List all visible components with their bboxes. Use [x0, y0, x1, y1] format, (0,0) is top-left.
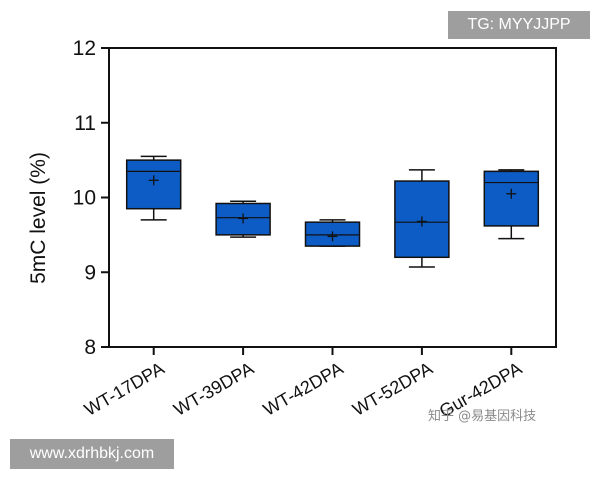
x-tick-label: WT-52DPA [349, 358, 436, 420]
x-tick-label: WT-17DPA [81, 358, 168, 420]
watermark-zhihu: 知乎 @易基因科技 [428, 409, 537, 424]
watermark-top-right: TG: MYYJJPP [448, 11, 590, 39]
y-tick-label: 9 [84, 261, 96, 284]
y-tick-label: 12 [73, 37, 96, 60]
box-gur-42dpa [483, 169, 540, 240]
y-tick-label: 11 [74, 112, 96, 135]
y-tick-label: 10 [73, 187, 96, 210]
y-axis-label: 5mC level (%) [27, 152, 50, 284]
box-wt-17dpa [125, 155, 182, 221]
y-axis: 8 9 10 11 12 [73, 37, 109, 359]
box-wt-42dpa [304, 219, 361, 247]
x-tick-label: WT-39DPA [170, 358, 257, 420]
box-series [125, 155, 540, 268]
x-tick-label: WT-42DPA [260, 358, 347, 420]
y-tick-label: 8 [84, 336, 96, 359]
watermark-bottom-left: www.xdrhbkj.com [10, 439, 174, 469]
box-wt-39dpa [215, 200, 271, 238]
box-wt-52dpa [394, 169, 450, 268]
